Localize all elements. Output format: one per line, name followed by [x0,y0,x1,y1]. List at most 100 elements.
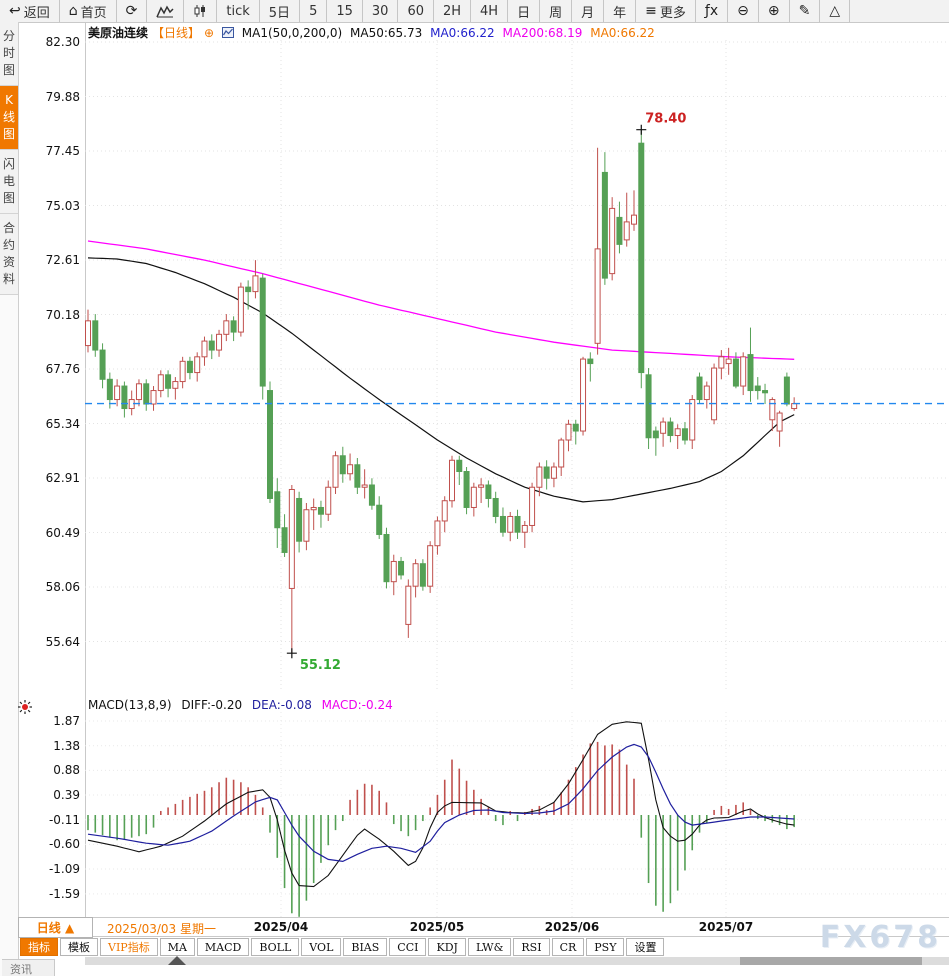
period-15[interactable]: 15 [327,0,363,22]
period-month[interactable]: 月 [572,0,605,22]
zoom-in-button[interactable]: ⊕ [759,0,790,22]
draw-button[interactable]: ✎ [790,0,821,22]
ma0-value-blue: MA0:66.22 [430,26,495,40]
period-tag[interactable]: 【日线】 [152,26,201,40]
macd-y-tick: -0.60 [48,837,80,852]
period-5d[interactable]: 5日 [260,0,301,22]
toolbar-item-label: 年 [613,5,627,21]
macd-title: MACD(13,8,9) [88,698,172,712]
indicator-tab-boll[interactable]: BOLL [251,938,300,956]
indicator-tab-模板[interactable]: 模板 [60,938,98,956]
news-tab[interactable]: 资讯 [2,959,55,976]
main-y-tick: 58.06 [45,580,80,594]
main-y-tick: 72.61 [45,253,80,267]
ma200-value: MA200:68.19 [502,26,583,40]
macd-y-tick: -0.11 [48,812,80,827]
macd-legend: MACD(13,8,9) DIFF:-0.20 DEA:-0.08 MACD:-… [88,698,399,712]
svg-text:55.12: 55.12 [300,658,341,673]
month-label: 2025/04 [253,920,309,934]
toolbar-item-label: tick [226,3,250,19]
period-4h[interactable]: 4H [471,0,509,22]
macd-y-tick: 0.39 [53,788,80,802]
sidebar-item-time-chart[interactable]: 分时图 [0,22,18,86]
fx-icon: ƒx [704,3,719,19]
sidebar-item-contract-info[interactable]: 合约资料 [0,214,18,295]
indicator-tab-vol[interactable]: VOL [301,938,342,956]
horizontal-scrollbar[interactable] [85,956,949,965]
svg-text:78.40: 78.40 [645,112,686,127]
ma0-value-orange: MA0:66.22 [590,26,655,40]
indicator-tab-cci[interactable]: CCI [389,938,427,956]
mini-chart-icon [221,26,234,40]
expand-plus-icon[interactable]: ⊕ [204,26,215,40]
indicator-tab-bias[interactable]: BIAS [343,938,388,956]
macd-y-tick: -1.09 [48,862,80,876]
plot-left-border [85,22,86,936]
toolbar-item-label: 60 [407,3,424,19]
candlestick-button[interactable] [184,0,218,22]
sidebar-item-lightning-chart[interactable]: 闪电图 [0,150,18,214]
period-30[interactable]: 30 [363,0,399,22]
indicator-tab-cr[interactable]: CR [551,938,585,956]
zoom-out-button[interactable]: ⊖ [728,0,759,22]
back-button[interactable]: ↩ 返回 [0,0,60,22]
home-button[interactable]: ⌂ 首页 [60,0,117,22]
main-y-tick: 65.34 [45,416,80,431]
indicator-tab-rsi[interactable]: RSI [513,938,550,956]
period-day[interactable]: 日 [508,0,541,22]
more-button[interactable]: ≡ 更多 [636,0,696,22]
toolbar-item-label: 首页 [80,5,107,21]
scrollbar-thumb[interactable] [740,957,922,965]
home-icon: ⌂ [68,3,78,19]
period-5[interactable]: 5 [300,0,328,22]
macd-value: MACD:-0.24 [321,698,393,712]
ma-settings-label: MA1(50,0,200,0) [241,26,343,40]
toolbar-item-label: 返回 [23,5,50,21]
macd-chart[interactable] [85,712,949,917]
main-y-tick: 77.45 [45,144,80,158]
refresh-button[interactable]: ⟳ [117,0,148,22]
toolbar-item-label: 15 [336,3,353,19]
indicator-tab-macd[interactable]: MACD [196,938,250,956]
toolbar-item-label: 更多 [659,5,686,21]
shape-button[interactable]: △ [820,0,851,22]
indicator-tab-指标[interactable]: 指标 [20,938,58,956]
menu-icon: ≡ [645,3,657,19]
main-y-tick: 79.88 [45,89,80,104]
indicator-tab-设置[interactable]: 设置 [626,938,665,956]
period-week[interactable]: 周 [540,0,573,22]
indicator-tab-kdj[interactable]: KDJ [428,938,466,956]
period-60[interactable]: 60 [398,0,434,22]
main-y-tick: 60.49 [45,525,80,540]
symbol-name: 美原油连续 [88,26,149,40]
macd-y-tick: -1.59 [48,886,80,901]
scrollbar-arrow-icon [168,956,186,965]
indicator-tab-lw&[interactable]: LW& [467,938,512,956]
macd-dea-value: DEA:-0.08 [251,698,312,712]
period-year[interactable]: 年 [604,0,637,22]
toolbar-item-label: 5日 [268,5,291,21]
fx678-watermark: FX678 [819,920,941,955]
toolbar-item-label: 月 [581,5,595,21]
toolbar-item-label: 30 [371,3,389,19]
period-selector-label: 日线 ▲ [36,921,75,935]
toolbar-item-label: 日 [517,5,531,21]
indicator-fx-button[interactable]: ƒx [696,0,729,22]
indicator-tab-ma[interactable]: MA [159,938,195,956]
toolbar-item-label: 周 [549,5,563,21]
period-selector-button[interactable]: 日线 ▲ [18,917,93,938]
candlestick-chart[interactable]: 78.40 55.12 [85,40,949,692]
panel-theme-sun-icon[interactable] [17,699,33,719]
indicator-tab-psy[interactable]: PSY [586,938,625,956]
macd-y-tick: 0.88 [53,763,80,778]
period-2h[interactable]: 2H [434,0,472,22]
period-tick[interactable]: tick [217,0,260,22]
month-label: 2025/05 [409,920,465,934]
first-date-label: 2025/03/03 星期一 [107,922,216,936]
line-chart-button[interactable] [147,0,185,22]
pencil-icon: ✎ [798,3,811,19]
indicator-tab-vip指标[interactable]: VIP指标 [100,938,158,956]
